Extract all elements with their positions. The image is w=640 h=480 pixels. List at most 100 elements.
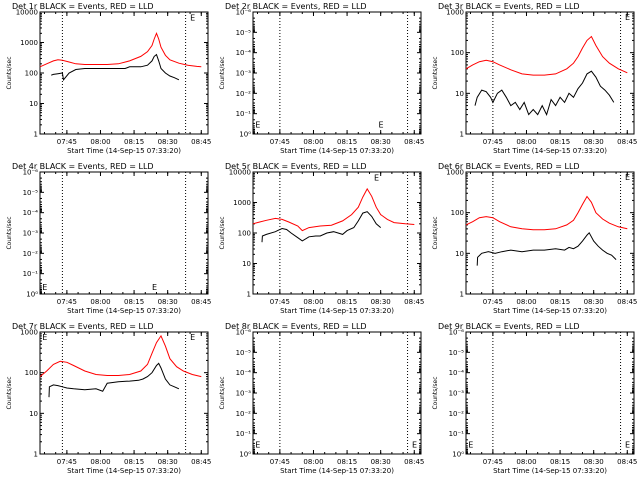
y-tick-label: 1000 [446, 9, 464, 17]
y-axis-label: Counts/sec [6, 216, 13, 249]
y-tick-label: 10⁻² [449, 410, 465, 418]
y-axis-label: Counts/sec [219, 376, 226, 409]
y-tick-label: 10⁰ [452, 451, 464, 459]
x-axis-label: Start Time (14-Sep-15 07:33:20) [280, 147, 394, 155]
panel-5r: Det 5r BLACK = Events, RED = LLD 1 10 100 10… [219, 162, 424, 315]
x-tick-label: 08:45 [404, 138, 424, 146]
y-tick-label: 10⁻⁴ [23, 209, 39, 217]
y-tick-label: 10⁻⁶ [236, 329, 252, 337]
y-tick-label: 10⁻¹ [236, 430, 252, 438]
y-tick-label: 10⁻⁶ [236, 9, 252, 17]
y-tick-label: 10⁻⁵ [236, 349, 252, 357]
y-tick-label: 10⁻⁴ [236, 369, 252, 377]
y-tick-label: 10⁻³ [236, 390, 252, 398]
y-tick-label: 100 [238, 230, 251, 238]
y-axis-label: Counts/sec [6, 376, 13, 409]
e-marker: E [625, 440, 630, 449]
panel-title: Det 5r BLACK = Events, RED = LLD [225, 162, 367, 171]
x-tick-label: 07:45 [57, 138, 77, 146]
panel-title: Det 8r BLACK = Events, RED = LLD [225, 322, 367, 331]
y-axis-label: Counts/sec [432, 376, 439, 409]
x-tick-label: 08:00 [90, 298, 110, 306]
y-tick-label: 10 [455, 250, 464, 258]
y-tick-label: 10 [242, 260, 251, 268]
plot-frame [39, 11, 209, 135]
y-tick-label: 10⁻⁶ [23, 169, 39, 177]
x-axis-label: Start Time (14-Sep-15 07:33:20) [280, 467, 394, 475]
panel-title: Det 7r BLACK = Events, RED = LLD [12, 322, 154, 331]
plot-frame [465, 331, 635, 455]
x-tick-label: 08:15 [337, 138, 357, 146]
x-tick-label: 07:45 [57, 298, 77, 306]
y-tick-label: 10⁰ [239, 131, 251, 139]
x-tick-label: 08:30 [371, 298, 391, 306]
y-tick-label: 1000 [20, 39, 38, 47]
y-tick-label: 10⁻⁵ [236, 29, 252, 37]
x-tick-label: 08:45 [191, 138, 211, 146]
x-tick-label: 08:15 [124, 458, 144, 466]
events-series-line [474, 70, 615, 116]
x-axis-label: Start Time (14-Sep-15 07:33:20) [493, 467, 607, 475]
panel-8r: Det 8r BLACK = Events, RED = LLD 10⁰ 10⁻¹ 1… [219, 322, 424, 475]
x-tick-label: 08:00 [303, 458, 323, 466]
y-tick-label: 10000 [16, 9, 38, 17]
y-tick-label: 10000 [229, 169, 251, 177]
x-tick-label: 08:45 [404, 458, 424, 466]
y-tick-label: 1 [247, 291, 251, 299]
plot-frame [465, 11, 635, 135]
panel-title: Det 2r BLACK = Events, RED = LLD [225, 2, 367, 11]
x-tick-label: 08:00 [516, 298, 536, 306]
lld-series-line [465, 195, 628, 231]
e-marker: E [412, 440, 417, 449]
x-tick-label: 08:30 [371, 458, 391, 466]
events-series-line [48, 362, 180, 398]
y-tick-label: 10⁻¹ [236, 110, 252, 118]
y-tick-label: 10⁻¹ [449, 430, 465, 438]
x-tick-label: 08:45 [617, 138, 637, 146]
y-tick-label: 10⁻³ [23, 230, 39, 238]
y-tick-label: 100 [25, 70, 38, 78]
y-tick-label: 1 [460, 131, 464, 139]
x-tick-label: 08:15 [337, 458, 357, 466]
e-marker: E [255, 120, 260, 129]
y-tick-label: 10⁻² [236, 90, 252, 98]
lld-series-line [465, 35, 628, 76]
x-axis-label: Start Time (14-Sep-15 07:33:20) [67, 147, 181, 155]
y-tick-label: 1000 [446, 169, 464, 177]
y-tick-label: 10⁻¹ [23, 270, 39, 278]
x-tick-label: 08:00 [516, 138, 536, 146]
y-tick-label: 10⁻⁶ [449, 329, 465, 337]
events-series-line [476, 231, 617, 266]
y-tick-label: 10⁻⁴ [449, 369, 465, 377]
x-tick-label: 07:45 [483, 298, 503, 306]
x-tick-label: 07:45 [483, 458, 503, 466]
x-axis-label: Start Time (14-Sep-15 07:33:20) [67, 307, 181, 315]
y-tick-label: 1000 [20, 329, 38, 337]
lld-series-line [39, 334, 202, 378]
plot-frame [465, 171, 635, 295]
x-tick-label: 08:15 [124, 298, 144, 306]
x-tick-label: 08:15 [550, 138, 570, 146]
x-tick-label: 08:15 [550, 298, 570, 306]
y-tick-label: 10⁰ [239, 451, 251, 459]
x-tick-label: 08:45 [191, 458, 211, 466]
x-tick-label: 08:15 [124, 138, 144, 146]
y-axis-label: Counts/sec [432, 216, 439, 249]
x-tick-label: 08:30 [584, 298, 604, 306]
x-tick-label: 08:45 [191, 298, 211, 306]
panel-7r: Det 7r BLACK = Events, RED = LLD 1 10 100 10… [6, 322, 211, 475]
y-axis-label: Counts/sec [219, 216, 226, 249]
y-tick-label: 1000 [233, 199, 251, 207]
x-tick-label: 08:45 [404, 298, 424, 306]
y-tick-label: 10 [455, 90, 464, 98]
x-tick-label: 07:45 [483, 138, 503, 146]
e-marker: E [190, 333, 195, 342]
events-series-line [51, 53, 180, 81]
x-tick-label: 08:15 [337, 298, 357, 306]
plot-frame [252, 331, 422, 455]
x-tick-label: 07:45 [57, 458, 77, 466]
events-series-line [261, 211, 382, 243]
x-tick-label: 08:00 [516, 458, 536, 466]
panel-9r: Det 9r BLACK = Events, RED = LLD 10⁰ 10⁻¹ 1… [432, 322, 637, 475]
panel-6r: Det 6r BLACK = Events, RED = LLD 1 10 100 10… [432, 162, 637, 315]
